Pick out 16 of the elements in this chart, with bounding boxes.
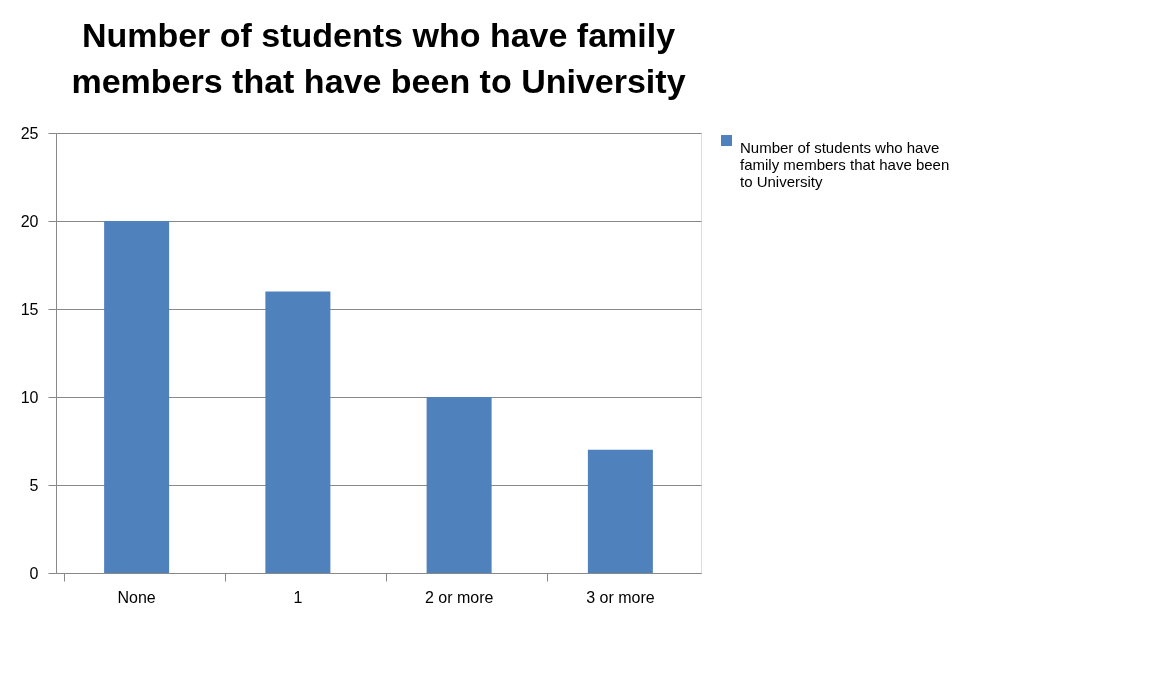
y-tick-label: 10 xyxy=(20,388,39,406)
legend-label: Number of students who have family members that have been to University xyxy=(740,138,950,190)
y-tick-label: 5 xyxy=(29,476,39,494)
y-tick-label: 15 xyxy=(20,300,39,318)
x-tick-label: 2 or more xyxy=(424,588,494,606)
bar xyxy=(104,221,170,573)
x-tick-label: 1 xyxy=(293,588,303,606)
x-tick-label: None xyxy=(117,588,156,606)
y-tick-label: 25 xyxy=(20,124,39,142)
chart-title: Number of students who have family members that have been to University xyxy=(71,16,686,100)
y-tick-label: 20 xyxy=(20,212,39,230)
bar xyxy=(587,449,653,573)
bar xyxy=(265,291,331,573)
y-tick-label: 0 xyxy=(29,564,39,582)
x-tick-label: 3 or more xyxy=(586,588,655,606)
bar xyxy=(426,397,492,573)
